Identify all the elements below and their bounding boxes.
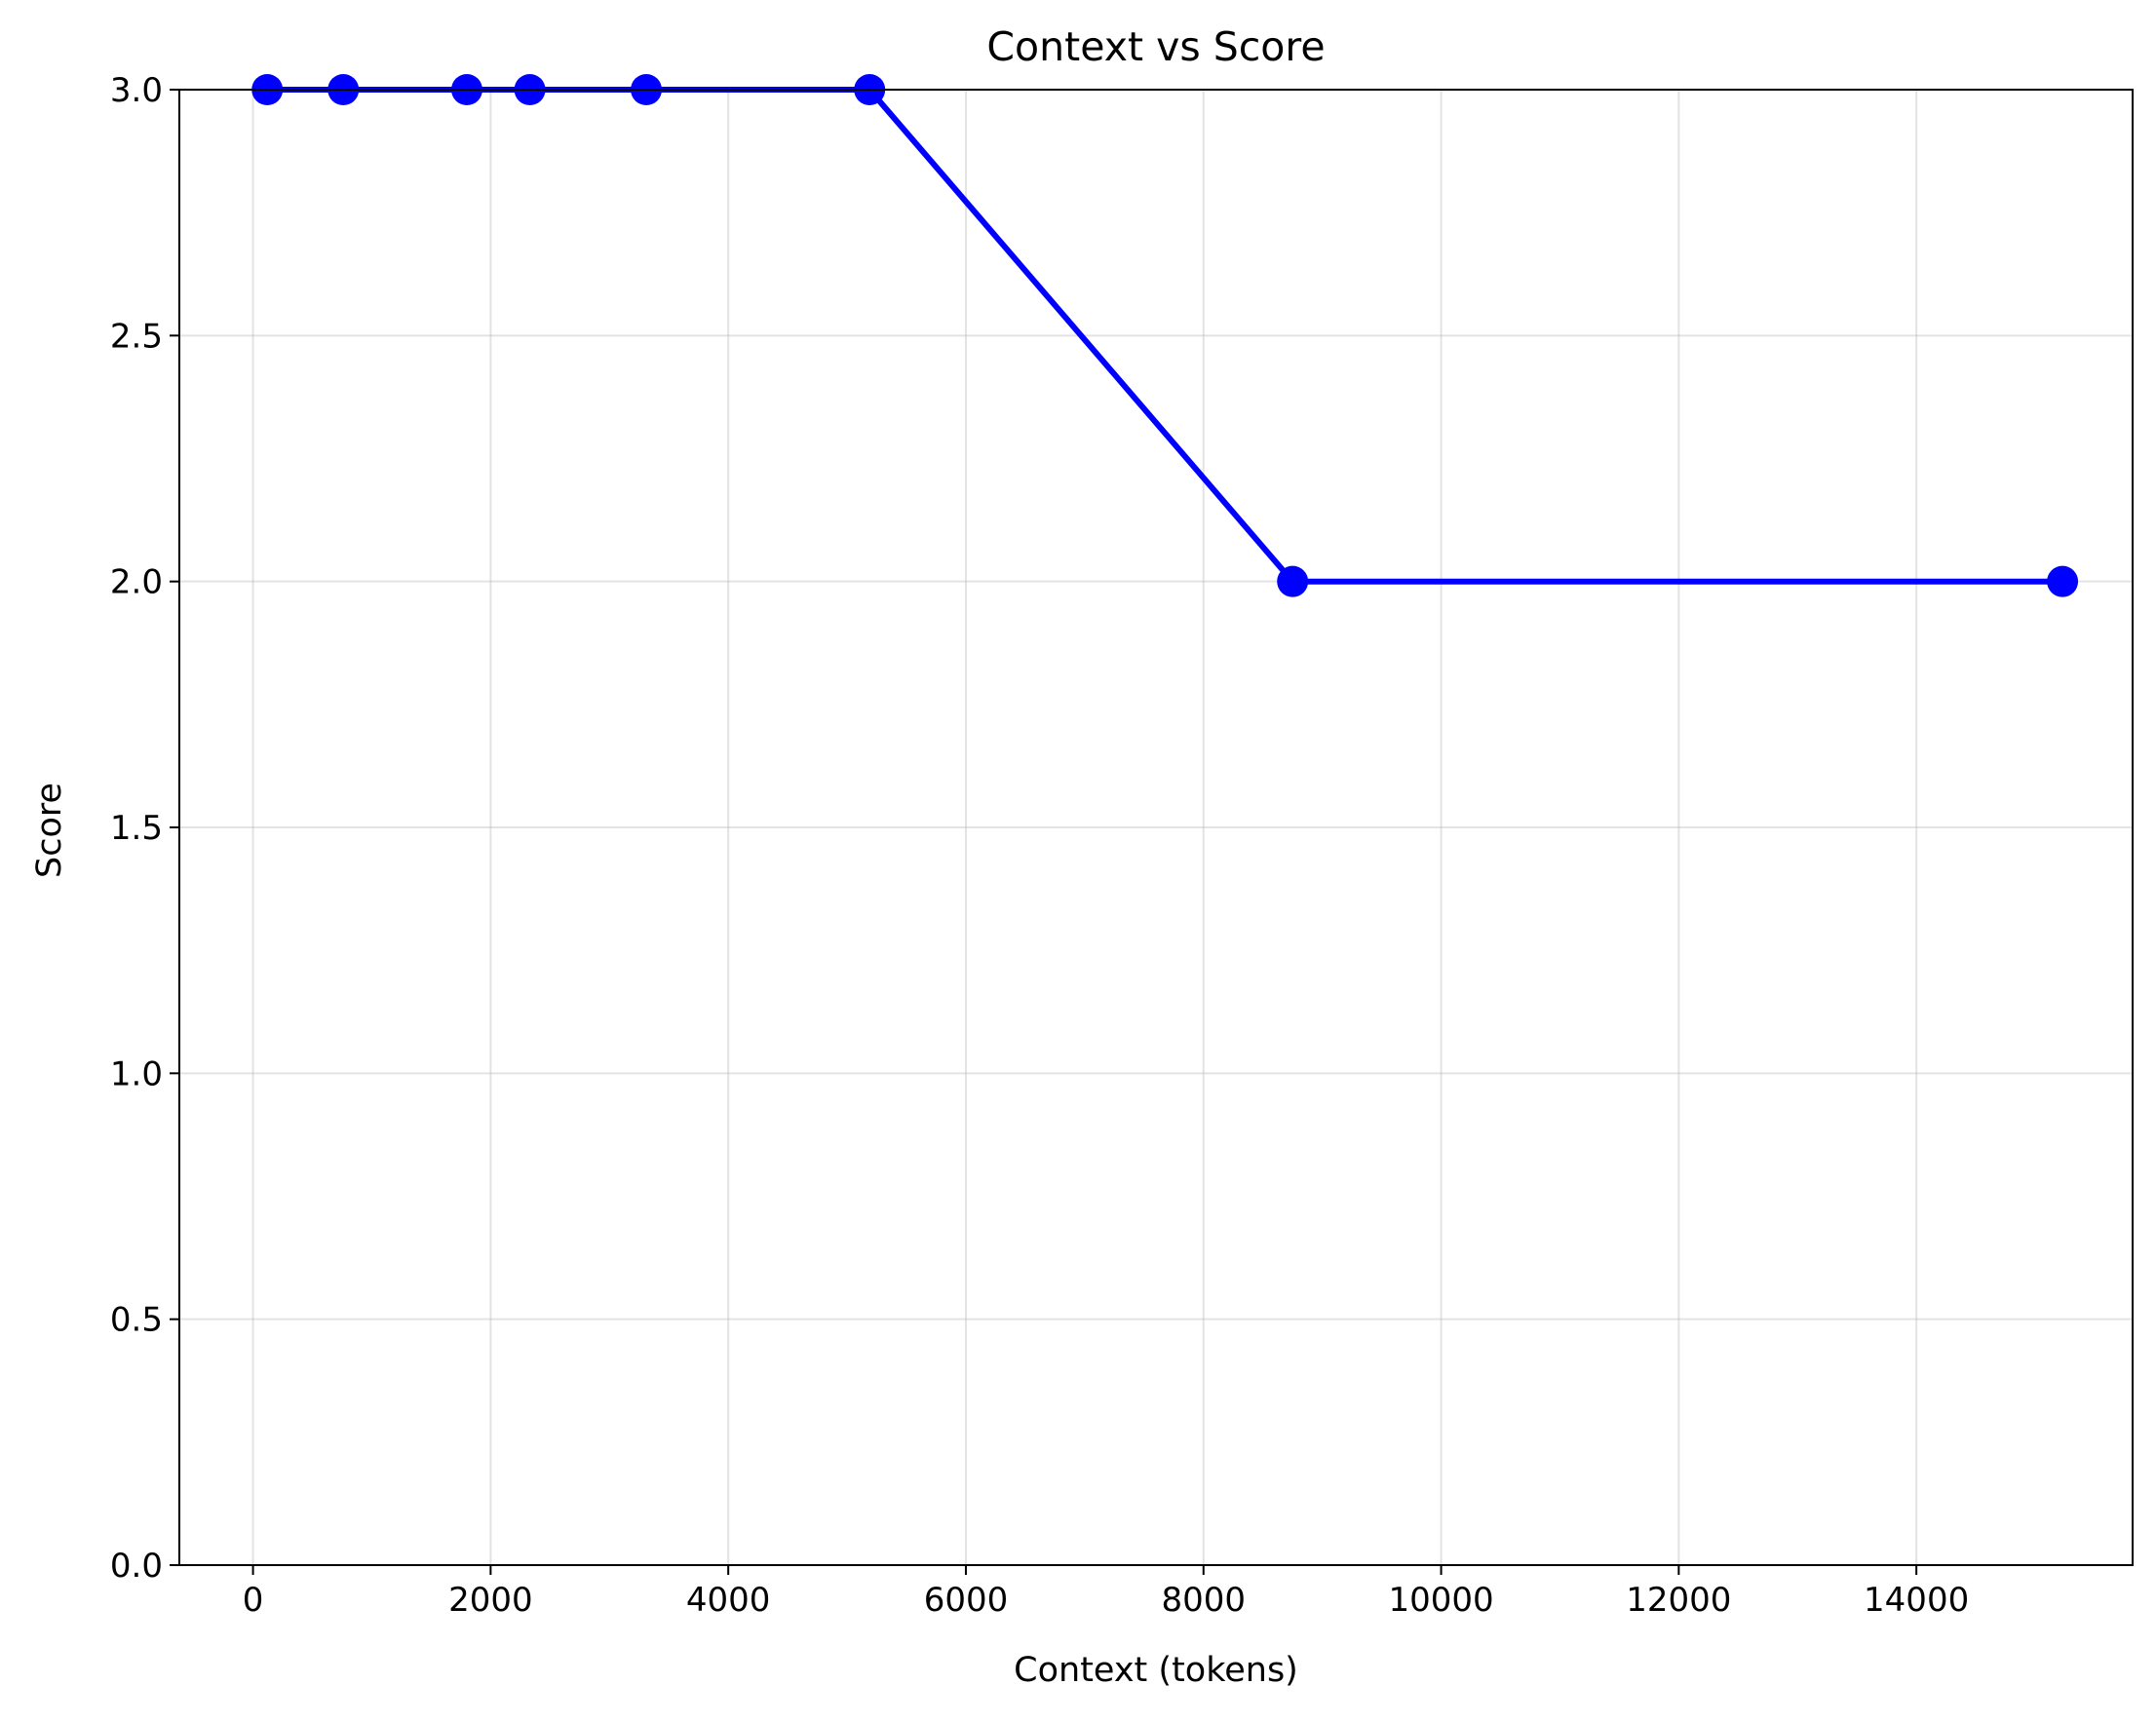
x-tick-label: 10000 bbox=[1388, 1581, 1493, 1620]
data-point bbox=[1277, 565, 1309, 597]
y-tick-label: 2.5 bbox=[110, 317, 163, 356]
x-tick-label: 12000 bbox=[1626, 1581, 1731, 1620]
data-point bbox=[2047, 565, 2079, 597]
y-axis-label: Score bbox=[30, 783, 69, 878]
x-tick-label: 0 bbox=[243, 1581, 264, 1620]
y-tick-label: 1.0 bbox=[110, 1054, 163, 1093]
y-tick-label: 1.5 bbox=[110, 809, 163, 848]
y-tick-label: 2.0 bbox=[110, 563, 163, 602]
chart-title: Context vs Score bbox=[986, 23, 1325, 70]
axis-ticks: 0 2000 4000 6000 8000 10000 12000 14000 0.0 0.5 1.… bbox=[110, 71, 1969, 1620]
x-tick-label: 2000 bbox=[448, 1581, 533, 1620]
x-tick-label: 4000 bbox=[686, 1581, 771, 1620]
x-axis-label: Context (tokens) bbox=[1014, 1651, 1298, 1690]
x-tick-label: 6000 bbox=[924, 1581, 1009, 1620]
y-tick-label: 3.0 bbox=[110, 71, 163, 110]
y-tick-label: 0.0 bbox=[110, 1547, 163, 1586]
x-tick-label: 14000 bbox=[1864, 1581, 1969, 1620]
y-tick-label: 0.5 bbox=[110, 1301, 163, 1340]
x-tick-label: 8000 bbox=[1161, 1581, 1246, 1620]
